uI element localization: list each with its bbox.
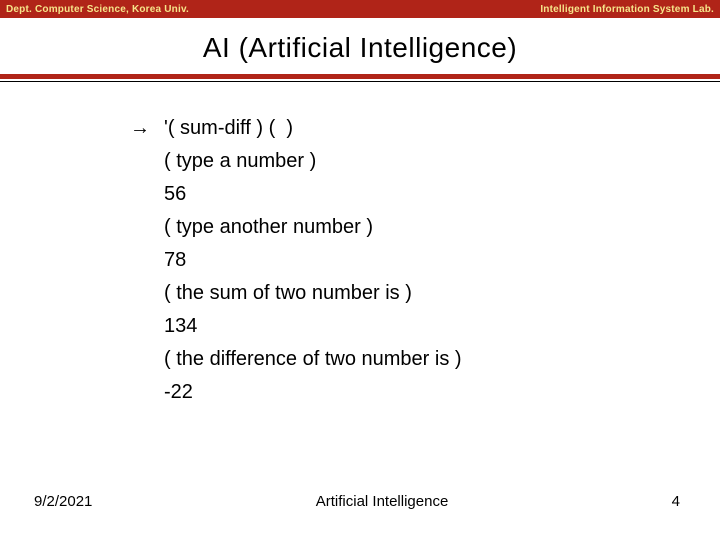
content-text-5: ( the sum of two number is ) [164,282,412,304]
content-line-4: 78 [130,244,720,277]
footer-center: Artificial Intelligence [92,493,671,510]
content-text-0: '( sum-diff ) ( ) [164,117,293,139]
content-text-6: 134 [164,315,197,337]
content-text-1: ( type a number ) [164,150,316,172]
content-line-6: 134 [130,310,720,343]
title-rule [0,74,720,82]
content-text-7: ( the difference of two number is ) [164,348,462,370]
topbar-left-text: Dept. Computer Science, Korea Univ. [6,4,189,15]
content-line-2: 56 [130,178,720,211]
rule-thick [0,74,720,79]
page-title: AI (Artificial Intelligence) [0,32,720,64]
content-block: →'( sum-diff ) ( ) ( type a number ) 56 … [0,112,720,409]
content-line-0: →'( sum-diff ) ( ) [130,112,720,145]
content-text-2: 56 [164,183,186,205]
content-text-3: ( type another number ) [164,216,373,238]
content-line-1: ( type a number ) [130,145,720,178]
topbar-right-text: Intelligent Information System Lab. [540,4,714,15]
top-bar: Dept. Computer Science, Korea Univ. Inte… [0,0,720,18]
content-line-8: -22 [130,376,720,409]
content-text-8: -22 [164,381,193,403]
rule-thin [0,81,720,82]
footer: 9/2/2021 Artificial Intelligence 4 [0,493,720,510]
content-line-5: ( the sum of two number is ) [130,277,720,310]
title-area: AI (Artificial Intelligence) [0,32,720,64]
content-line-7: ( the difference of two number is ) [130,343,720,376]
content-text-4: 78 [164,249,186,271]
footer-page-number: 4 [672,493,680,510]
content-line-3: ( type another number ) [130,211,720,244]
arrow-icon: → [130,112,164,145]
footer-date: 9/2/2021 [34,493,92,510]
